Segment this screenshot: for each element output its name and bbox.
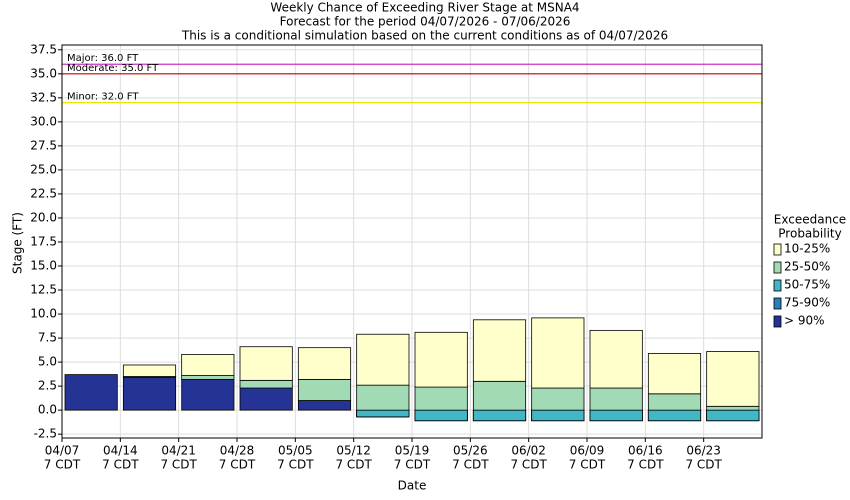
- x-tick-sublabel: 7 CDT: [277, 458, 314, 472]
- bar-segment: [531, 409, 585, 422]
- bar-segment: [356, 384, 410, 411]
- bar-segment: [297, 347, 352, 380]
- y-tick-label: 32.5: [30, 90, 57, 104]
- legend-label: 50-75%: [784, 278, 830, 292]
- legend-swatch: [773, 315, 782, 328]
- x-tick-sublabel: 7 CDT: [160, 458, 197, 472]
- bar-segment: [297, 378, 352, 401]
- y-tick-label: -2.5: [34, 427, 57, 441]
- y-tick-label: 17.5: [30, 234, 57, 248]
- y-tick-label: 30.0: [30, 114, 57, 128]
- x-tick-label: 05/19: [395, 444, 430, 458]
- bar-segment: [181, 375, 235, 380]
- bar-segment: [647, 393, 702, 411]
- bar-segment: [706, 351, 760, 407]
- bar-segment: [706, 405, 760, 411]
- legend-title: Probability: [778, 227, 841, 241]
- y-tick-label: 5.0: [38, 355, 57, 369]
- bar-segment: [472, 319, 527, 382]
- legend-label: > 90%: [784, 314, 825, 328]
- legend-label: 10-25%: [784, 242, 830, 256]
- threshold-label: Minor: 32.0 FT: [67, 92, 139, 103]
- x-tick-label: 04/14: [103, 444, 138, 458]
- x-tick-label: 05/26: [453, 444, 488, 458]
- bar-segment: [239, 346, 293, 381]
- y-tick-label: 35.0: [30, 66, 57, 80]
- x-tick-sublabel: 7 CDT: [219, 458, 256, 472]
- x-tick-sublabel: 7 CDT: [102, 458, 139, 472]
- bar-segment: [414, 386, 468, 411]
- threshold-label: Major: 36.0 FT: [67, 53, 139, 64]
- bar-segment: [531, 387, 585, 411]
- x-tick-label: 06/09: [570, 444, 605, 458]
- x-tick-label: 06/02: [511, 444, 546, 458]
- x-tick-label: 05/12: [336, 444, 371, 458]
- bar-segment: [64, 374, 118, 411]
- bar-segment: [589, 409, 643, 422]
- y-tick-label: 12.5: [30, 283, 57, 297]
- y-tick-label: 10.0: [30, 307, 57, 321]
- x-tick-sublabel: 7 CDT: [627, 458, 664, 472]
- legend-swatch: [773, 261, 782, 274]
- x-tick-sublabel: 7 CDT: [44, 458, 81, 472]
- x-tick-label: 04/21: [161, 444, 196, 458]
- chart-subtitle: Forecast for the period 04/07/2026 - 07/…: [280, 15, 571, 29]
- y-tick-label: 27.5: [30, 138, 57, 152]
- chart-title: Weekly Chance of Exceeding River Stage a…: [270, 1, 579, 15]
- x-tick-label: 06/23: [686, 444, 721, 458]
- bar-segment: [181, 354, 235, 376]
- x-tick-sublabel: 7 CDT: [510, 458, 547, 472]
- y-tick-label: 37.5: [30, 42, 57, 56]
- bar-segment: [239, 387, 293, 411]
- bar-segment: [414, 331, 468, 388]
- bar-segment: [356, 409, 410, 418]
- x-tick-sublabel: 7 CDT: [394, 458, 431, 472]
- chart-subtitle: This is a conditional simulation based o…: [181, 29, 668, 43]
- x-tick-sublabel: 7 CDT: [685, 458, 722, 472]
- bar-segment: [239, 379, 293, 389]
- bar-segment: [472, 380, 527, 411]
- y-tick-label: 20.0: [30, 210, 57, 224]
- x-tick-sublabel: 7 CDT: [569, 458, 606, 472]
- y-tick-label: 25.0: [30, 162, 57, 176]
- legend-title: Exceedance: [774, 213, 846, 227]
- y-tick-label: 0.0: [38, 403, 57, 417]
- x-tick-label: 05/05: [278, 444, 313, 458]
- bar-segment: [472, 409, 527, 422]
- y-tick-label: 22.5: [30, 186, 57, 200]
- bar-segment: [706, 409, 760, 422]
- bar-segment: [356, 333, 410, 386]
- legend-label: 25-50%: [784, 260, 830, 274]
- bar-segment: [589, 329, 643, 389]
- bar-segment: [122, 377, 177, 411]
- bar-segment: [181, 378, 235, 411]
- x-tick-label: 04/07: [45, 444, 80, 458]
- bar-segment: [647, 353, 702, 395]
- y-tick-label: 2.5: [38, 379, 57, 393]
- x-axis-label: Date: [398, 479, 427, 493]
- legend-swatch: [773, 243, 782, 256]
- x-tick-label: 06/16: [628, 444, 663, 458]
- bar-segment: [297, 400, 352, 411]
- x-tick-sublabel: 7 CDT: [452, 458, 489, 472]
- y-tick-label: 7.5: [38, 331, 57, 345]
- threshold-label: Moderate: 35.0 FT: [67, 63, 159, 74]
- legend-swatch: [773, 297, 782, 310]
- bar-segment: [647, 409, 702, 422]
- bar-segment: [414, 409, 468, 422]
- legend-swatch: [773, 279, 782, 292]
- bar-segment: [122, 364, 177, 377]
- y-tick-label: 15.0: [30, 259, 57, 273]
- x-tick-label: 04/28: [220, 444, 255, 458]
- legend-label: 75-90%: [784, 296, 830, 310]
- bar-segment: [531, 317, 585, 389]
- x-tick-sublabel: 7 CDT: [335, 458, 372, 472]
- y-axis-label: Stage (FT): [11, 212, 25, 274]
- bar-segment: [589, 387, 643, 411]
